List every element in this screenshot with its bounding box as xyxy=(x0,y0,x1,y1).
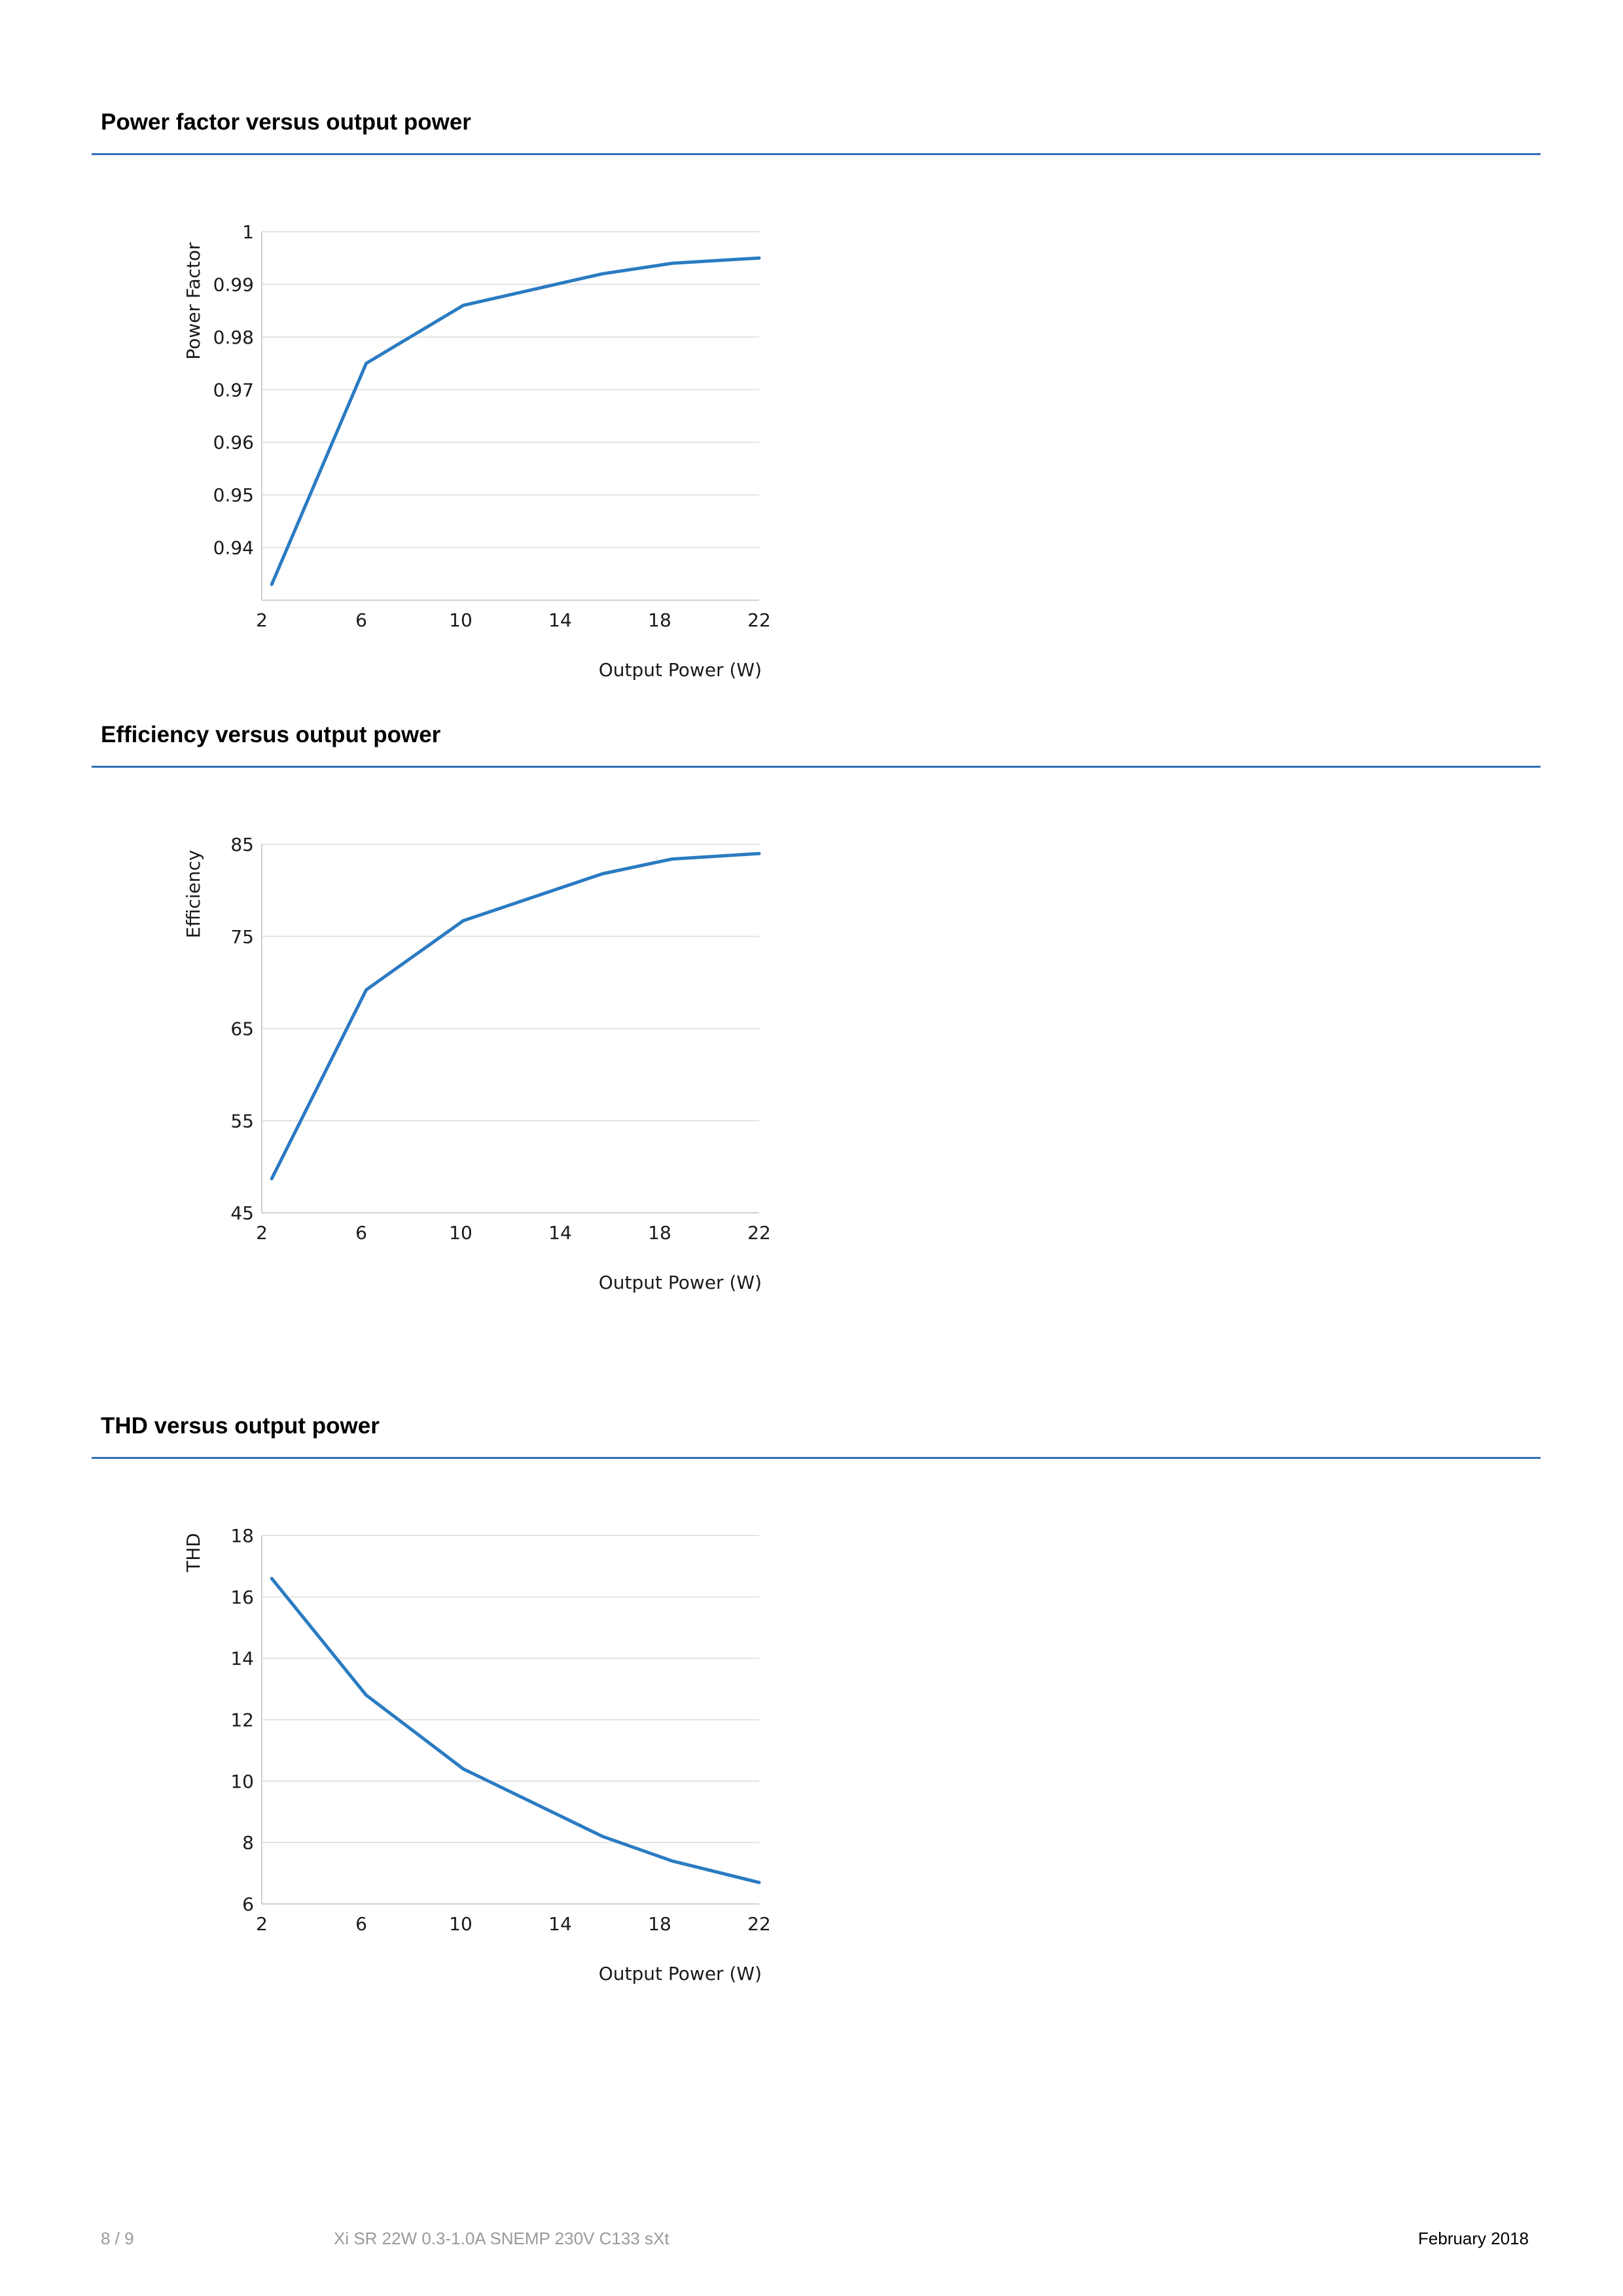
data-point xyxy=(601,1835,604,1838)
y-tick-label: 18 xyxy=(230,1525,254,1547)
x-tick-label: 18 xyxy=(648,1222,671,1244)
section-divider xyxy=(92,766,1541,768)
y-tick-label: 1 xyxy=(242,221,254,243)
x-tick-label: 10 xyxy=(449,1913,473,1935)
x-axis-label: Output Power (W) xyxy=(599,659,762,681)
y-axis-label: Efficiency xyxy=(183,850,204,939)
y-tick-label: 8 xyxy=(242,1832,254,1854)
data-point xyxy=(758,852,760,855)
y-tick-label: 55 xyxy=(230,1110,254,1132)
x-tick-label: 2 xyxy=(256,1222,268,1244)
data-point xyxy=(270,1177,274,1180)
y-tick-label: 0.96 xyxy=(213,432,254,454)
y-axis-label: Power Factor xyxy=(183,242,204,360)
power-factor-chart: 1 0.99 0.98 0.97 0.96 0.95 0.94 2 6 10 14 18 22 Outpu… xyxy=(183,221,771,681)
data-point xyxy=(461,919,465,922)
x-tick-label: 2 xyxy=(256,609,268,631)
section-title-efficiency: Efficiency versus output power xyxy=(101,722,441,747)
x-tick-label: 22 xyxy=(747,1222,771,1244)
data-point xyxy=(671,262,673,265)
data-point xyxy=(365,988,368,992)
footer-date: February 2018 xyxy=(1418,2229,1529,2248)
x-tick-label: 18 xyxy=(648,609,671,631)
data-point xyxy=(270,583,274,586)
y-tick-label: 0.98 xyxy=(213,327,254,348)
x-tick-label: 22 xyxy=(747,609,771,631)
x-tick-label: 10 xyxy=(449,609,473,631)
x-axis-label: Output Power (W) xyxy=(599,1272,762,1293)
data-point xyxy=(758,257,760,260)
x-tick-label: 18 xyxy=(648,1913,671,1935)
data-point xyxy=(461,304,465,307)
y-axis-label: THD xyxy=(183,1533,204,1573)
y-tick-label: 0.99 xyxy=(213,274,254,295)
data-point xyxy=(758,1881,760,1884)
data-point xyxy=(601,272,604,276)
data-point xyxy=(270,1577,274,1580)
footer-page-number: 8 / 9 xyxy=(101,2229,134,2248)
efficiency-chart: 85 75 65 55 452 6 10 14 18 22 Output Power (W) Effi… xyxy=(183,834,771,1293)
x-tick-label: 14 xyxy=(548,609,572,631)
x-tick-label: 2 xyxy=(256,1913,268,1935)
series-line xyxy=(270,852,761,1181)
y-tick-label: 75 xyxy=(230,926,254,948)
x-tick-label: 14 xyxy=(548,1222,572,1244)
section-divider xyxy=(92,1457,1541,1459)
x-tick-label: 10 xyxy=(449,1222,473,1244)
data-point xyxy=(365,362,368,365)
y-tick-label: 14 xyxy=(230,1648,254,1670)
data-point xyxy=(461,1767,465,1770)
x-axis-label: Output Power (W) xyxy=(599,1963,762,1984)
x-tick-label: 6 xyxy=(355,609,367,631)
y-tick-label: 10 xyxy=(230,1770,254,1792)
section-title-power-factor: Power factor versus output power xyxy=(101,109,471,135)
y-tick-label: 12 xyxy=(230,1710,254,1731)
y-tick-label: 0.94 xyxy=(213,537,254,559)
section-divider xyxy=(92,153,1541,155)
data-point xyxy=(671,1859,673,1863)
y-tick-label: 0.97 xyxy=(213,379,254,401)
x-tick-label: 6 xyxy=(355,1222,367,1244)
x-tick-label: 22 xyxy=(747,1913,771,1935)
series-line xyxy=(270,1577,761,1884)
footer-product-name: Xi SR 22W 0.3-1.0A SNEMP 230V C133 sXt xyxy=(334,2229,669,2248)
x-tick-label: 14 xyxy=(548,1913,572,1935)
data-point xyxy=(601,872,604,876)
data-point xyxy=(365,1693,368,1696)
y-tick-label: 45 xyxy=(230,1202,254,1224)
series-line xyxy=(270,256,761,586)
data-point xyxy=(671,857,673,861)
y-tick-label: 85 xyxy=(230,834,254,855)
y-tick-label: 16 xyxy=(230,1587,254,1608)
y-tick-label: 6 xyxy=(242,1893,254,1915)
section-title-thd: THD versus output power xyxy=(101,1413,380,1439)
y-tick-label: 0.95 xyxy=(213,484,254,506)
y-tick-label: 65 xyxy=(230,1018,254,1040)
x-tick-label: 6 xyxy=(355,1913,367,1935)
